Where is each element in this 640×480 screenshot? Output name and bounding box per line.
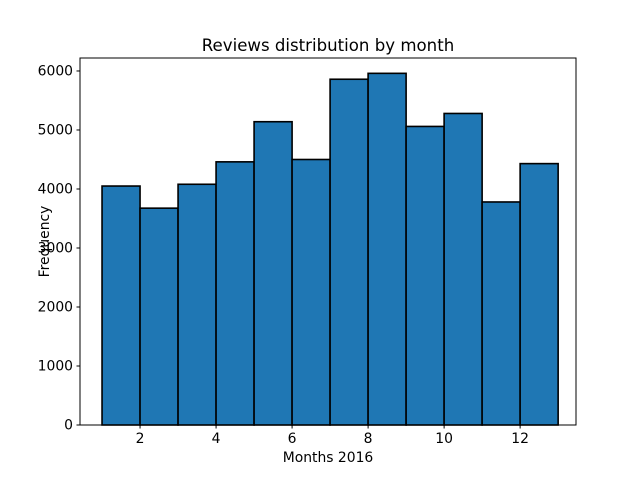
y-tick-label: 0: [64, 418, 73, 434]
histogram-bar-month-10: [443, 112, 483, 426]
histogram-bar-month-4: [215, 161, 255, 426]
histogram-bar-month-3: [177, 183, 217, 426]
chart-title: Reviews distribution by month: [202, 36, 454, 55]
histogram-bar-month-11: [481, 201, 521, 426]
axes-frame: [79, 57, 577, 426]
x-tick-label: 10: [435, 431, 453, 447]
plot-frame: [79, 57, 577, 426]
x-tick-label: 4: [212, 431, 221, 447]
x-axis-label: Months 2016: [283, 450, 374, 466]
y-axis-label: Frequency: [37, 206, 53, 278]
histogram-bar-month-12: [519, 162, 559, 426]
y-tick-label: 2000: [38, 300, 73, 316]
y-tick-label: 3000: [38, 241, 73, 257]
y-tick-label: 5000: [38, 123, 73, 139]
x-tick-label: 6: [288, 431, 297, 447]
y-tick-label: 4000: [38, 182, 73, 198]
histogram-bar-month-2: [139, 207, 179, 426]
histogram-bar-month-1: [101, 185, 141, 426]
histogram-bar-month-7: [329, 78, 369, 426]
ticks-group: 0 1000 2000 3000 4000 5000 6000 2 4 6 8 10 12: [38, 64, 529, 447]
histogram-bar-month-9: [405, 125, 445, 426]
x-tick-label: 8: [364, 431, 373, 447]
y-tick-label: 1000: [38, 359, 73, 375]
y-tick-label: 6000: [38, 64, 73, 80]
bars-group: [101, 72, 559, 426]
x-tick-label: 12: [511, 431, 529, 447]
histogram-bar-month-6: [291, 158, 331, 426]
histogram-bar-month-8: [367, 72, 407, 426]
x-tick-label: 2: [136, 431, 145, 447]
histogram-bar-month-5: [253, 120, 293, 426]
